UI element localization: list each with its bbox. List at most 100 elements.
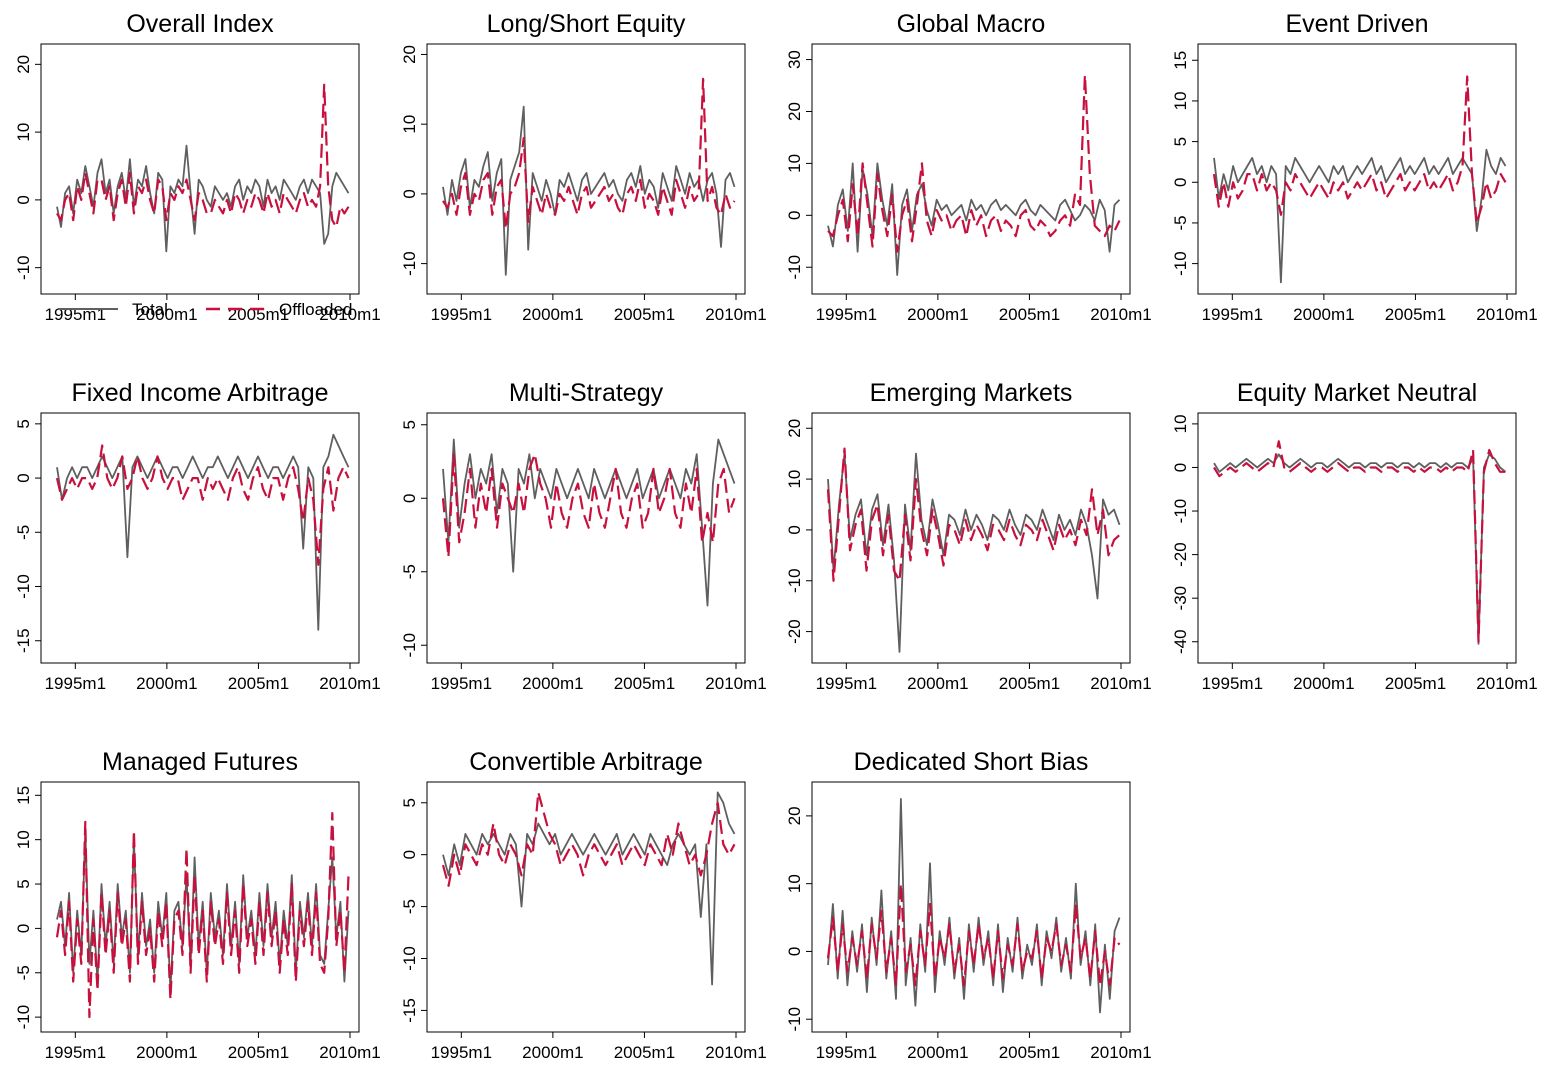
- series-total-line: [827, 452, 1121, 653]
- chart-title: Multi-Strategy: [509, 379, 664, 407]
- x-tick-label: 2005m1: [1385, 305, 1446, 324]
- x-tick-label: 2000m1: [522, 1043, 583, 1062]
- chart-title: Overall Index: [126, 10, 274, 38]
- series-offloaded-line: [55, 444, 350, 566]
- chart-title: Managed Futures: [102, 748, 298, 776]
- series-total-line: [442, 791, 736, 986]
- legend-offloaded-label: Offloaded: [279, 300, 352, 319]
- y-tick-label: 20: [400, 45, 419, 64]
- plot-frame: [40, 781, 360, 1033]
- x-tick-label: 2010m1: [319, 1043, 380, 1062]
- x-tick-label: 1995m1: [431, 305, 492, 324]
- y-tick-label: 0: [1171, 178, 1190, 187]
- x-tick-label: 2010m1: [705, 305, 766, 324]
- x-tick-label: 1995m1: [45, 1043, 106, 1062]
- y-tick-label: 15: [14, 786, 33, 805]
- series-offloaded-line: [826, 882, 1121, 987]
- panel-event-driven: Event Driven -10 -5 0 5 10 15 1995m1 2000m1 2005m…: [1171, 10, 1538, 324]
- y-tick-label: 0: [400, 494, 419, 503]
- y-tick-label: -5: [14, 525, 33, 540]
- y-tick-label: -10: [785, 255, 804, 280]
- plot-frame: [40, 412, 360, 664]
- legend: Total Offloaded: [58, 300, 352, 319]
- y-tick-label: -10: [1171, 499, 1190, 524]
- plot-frame: [426, 43, 746, 295]
- x-tick-label: 2005m1: [614, 1043, 675, 1062]
- x-tick-label: 2000m1: [522, 305, 583, 324]
- y-tick-label: -10: [1171, 251, 1190, 276]
- y-tick-label: -10: [400, 251, 419, 276]
- x-tick-label: 2000m1: [1293, 305, 1354, 324]
- x-tick-label: 2000m1: [522, 674, 583, 693]
- y-tick-label: 0: [785, 211, 804, 220]
- panel-multi-strategy: Multi-Strategy -10 -5 0 5 1995m1 2000m1 2005m1 2…: [400, 379, 767, 693]
- y-tick-label: 0: [14, 195, 33, 204]
- legend-total-label: Total: [132, 300, 168, 319]
- plot-frame: [811, 781, 1131, 1033]
- series-total-line: [827, 798, 1121, 1014]
- panel-dedicated-short-bias: Dedicated Short Bias -10 0 10 20 1995m1 2000m1…: [785, 748, 1152, 1062]
- x-tick-label: 2010m1: [1090, 1043, 1151, 1062]
- x-tick-label: 1995m1: [816, 674, 877, 693]
- y-tick-label: -10: [400, 946, 419, 971]
- y-tick-label: 10: [14, 830, 33, 849]
- y-tick-label: 0: [785, 525, 804, 534]
- y-tick-label: -5: [400, 564, 419, 579]
- y-tick-label: 15: [1171, 51, 1190, 70]
- x-tick-label: 2005m1: [999, 674, 1060, 693]
- x-tick-label: 2010m1: [705, 1043, 766, 1062]
- chart-title: Fixed Income Arbitrage: [71, 379, 328, 407]
- x-tick-label: 1995m1: [431, 1043, 492, 1062]
- x-tick-label: 1995m1: [1202, 305, 1263, 324]
- plot-frame: [1197, 412, 1517, 664]
- y-tick-label: 0: [14, 473, 33, 482]
- x-tick-label: 2010m1: [1090, 305, 1151, 324]
- y-tick-label: 0: [1171, 463, 1190, 472]
- y-tick-label: -5: [1171, 215, 1190, 230]
- y-tick-label: -10: [14, 574, 33, 599]
- x-tick-label: 2010m1: [1476, 674, 1537, 693]
- series-total-line: [442, 438, 736, 607]
- y-tick-label: -10: [785, 568, 804, 593]
- x-tick-label: 2010m1: [319, 674, 380, 693]
- x-tick-label: 2000m1: [136, 305, 197, 324]
- y-tick-label: 10: [14, 123, 33, 142]
- y-tick-label: -15: [400, 998, 419, 1023]
- series-total-line: [56, 144, 350, 253]
- y-tick-label: 0: [785, 947, 804, 956]
- x-tick-label: 2000m1: [136, 1043, 197, 1062]
- panel-equity-market-neutral: Equity Market Neutral -40 -30 -20 -10 0 10 1995…: [1171, 379, 1538, 693]
- panel-managed-futures: Managed Futures -10 -5 0 5 10 15 1995m1 2000m1 20…: [14, 748, 381, 1062]
- y-tick-label: 5: [1171, 137, 1190, 146]
- plot-frame: [426, 412, 746, 664]
- x-tick-label: 2005m1: [228, 674, 289, 693]
- panel-long-short-equity: Long/Short Equity -10 0 10 20 1995m1 2000m1 200…: [400, 10, 767, 324]
- plot-frame: [1197, 43, 1517, 295]
- x-tick-label: 1995m1: [1202, 674, 1263, 693]
- y-tick-label: 20: [785, 419, 804, 438]
- x-tick-label: 2005m1: [999, 305, 1060, 324]
- y-tick-label: 5: [14, 879, 33, 888]
- series-offloaded-line: [55, 811, 350, 1019]
- series-offloaded-line: [442, 77, 736, 230]
- plot-frame: [811, 43, 1131, 295]
- x-tick-label: 2010m1: [1090, 674, 1151, 693]
- chart-title: Dedicated Short Bias: [854, 748, 1089, 776]
- chart-title: Convertible Arbitrage: [469, 748, 702, 776]
- y-tick-label: -10: [785, 1007, 804, 1032]
- panel-global-macro: Global Macro -10 0 10 20 30 1995m1 2000m1 2005m1…: [785, 10, 1152, 324]
- x-tick-label: 1995m1: [816, 1043, 877, 1062]
- series-total-line: [1213, 453, 1507, 645]
- y-tick-label: 10: [1171, 91, 1190, 110]
- y-tick-label: 20: [14, 55, 33, 74]
- chart-title: Long/Short Equity: [487, 10, 686, 38]
- y-tick-label: 10: [400, 115, 419, 134]
- y-tick-label: 30: [785, 50, 804, 69]
- x-tick-label: 2000m1: [907, 305, 968, 324]
- y-tick-label: -30: [1171, 586, 1190, 611]
- x-tick-label: 2005m1: [999, 1043, 1060, 1062]
- x-tick-label: 1995m1: [431, 674, 492, 693]
- series-total-line: [56, 433, 350, 631]
- y-tick-label: 0: [400, 850, 419, 859]
